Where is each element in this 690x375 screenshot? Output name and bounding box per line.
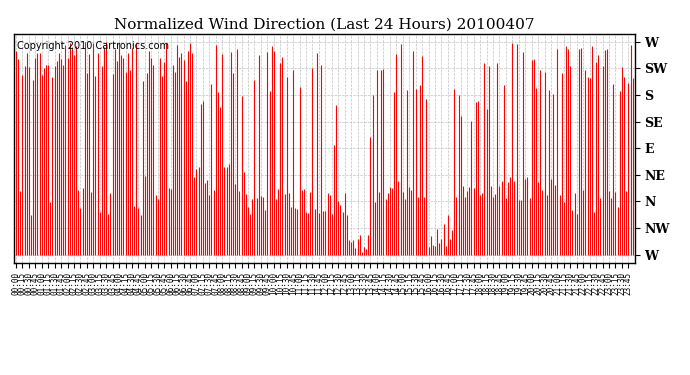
- Title: Normalized Wind Direction (Last 24 Hours) 20100407: Normalized Wind Direction (Last 24 Hours…: [114, 17, 535, 31]
- Text: Copyright 2010 Cartronics.com: Copyright 2010 Cartronics.com: [17, 40, 169, 51]
